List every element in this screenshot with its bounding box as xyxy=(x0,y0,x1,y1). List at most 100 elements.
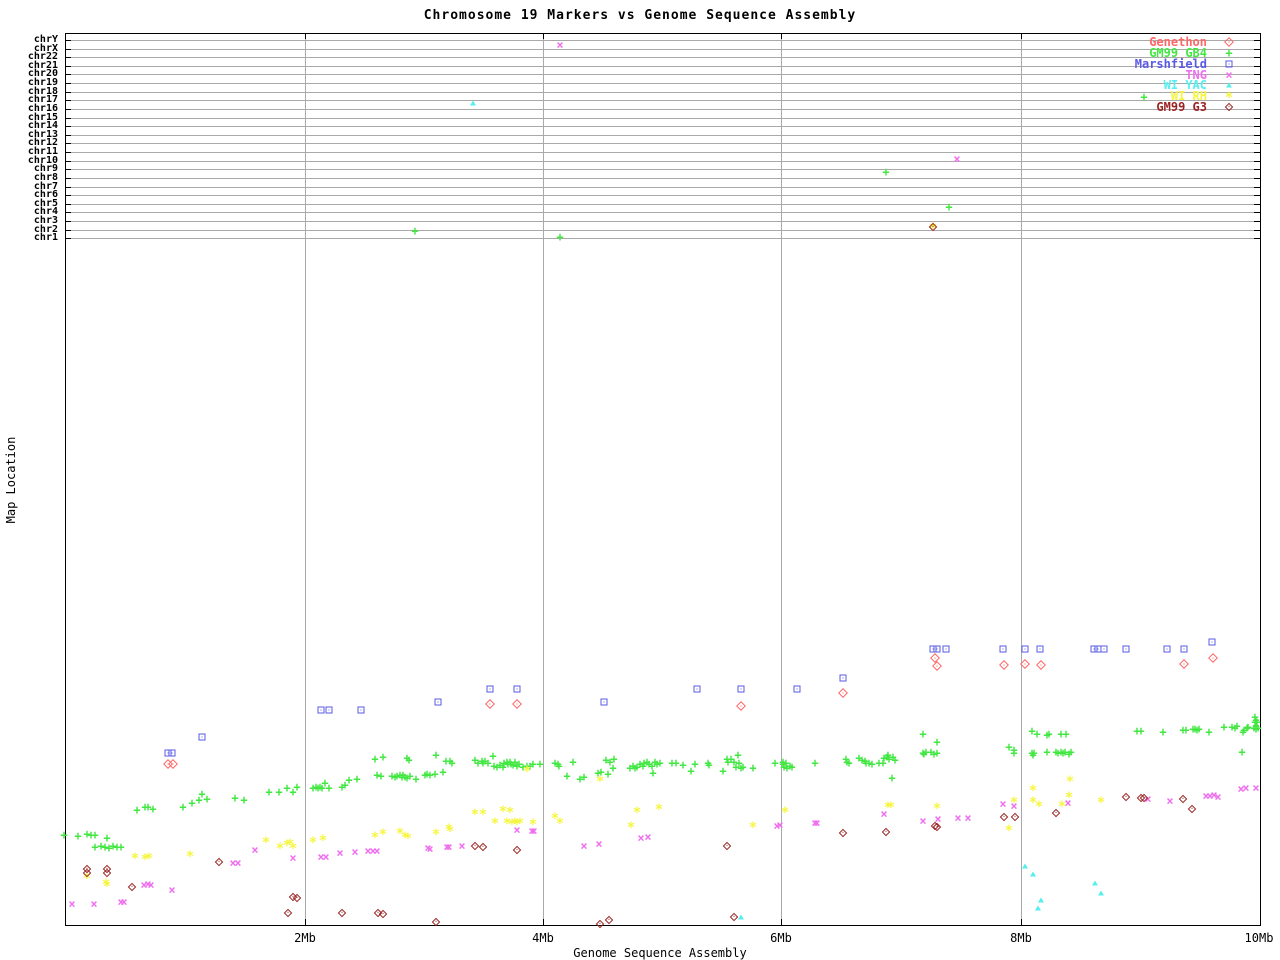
tng-marker: × xyxy=(147,878,155,892)
gm99-gb4-marker: + xyxy=(431,767,439,781)
x-tick-mark-top xyxy=(543,33,544,39)
gm99-gb4-marker: + xyxy=(569,755,577,769)
gm99-gb4-marker: + xyxy=(737,761,745,775)
gm99-gb4-marker: + xyxy=(843,755,851,769)
chromosome-line xyxy=(65,118,1260,119)
marshfield-marker xyxy=(942,645,950,653)
gm99-gb4-marker: + xyxy=(930,747,938,761)
gm99-gb4-marker: + xyxy=(412,772,420,786)
gm99-gb4-marker: + xyxy=(933,746,941,760)
gm99-gb4-marker: + xyxy=(240,793,248,807)
marshfield-marker xyxy=(1163,645,1171,653)
gm99-gb4-marker: + xyxy=(1140,90,1148,104)
gm99-gb4-marker: + xyxy=(489,749,497,763)
gm99-gb4-marker: + xyxy=(1205,725,1213,739)
gm99-gb4-marker: + xyxy=(405,753,413,767)
gm99-gb4-marker: + xyxy=(117,840,125,854)
gm99-gb4-marker: + xyxy=(309,781,317,795)
y-tick-label: chr8 xyxy=(33,172,58,183)
gm99-gb4-marker: + xyxy=(1045,727,1053,741)
marshfield-marker xyxy=(999,645,1007,653)
y-tick-mark-left xyxy=(65,118,71,119)
wi-rh-marker: * xyxy=(400,830,410,847)
gm99-gb4-marker: + xyxy=(636,757,644,771)
gm99-gb4-marker: + xyxy=(594,766,602,780)
wi-rh-marker: * xyxy=(490,816,500,833)
tng-marker: × xyxy=(528,824,536,838)
gm99-gb4-marker: + xyxy=(734,748,742,762)
y-tick-mark-right xyxy=(1254,212,1260,213)
gm99-gb4-marker: + xyxy=(1250,721,1258,735)
tng-marker: × xyxy=(1010,799,1018,813)
gm99-gb4-marker: + xyxy=(883,750,891,764)
tng-marker: × xyxy=(168,883,176,897)
marshfield-marker xyxy=(793,685,801,693)
marshfield-marker xyxy=(357,706,365,714)
x-tick-label: 2Mb xyxy=(294,931,316,945)
gm99-gb4-marker: + xyxy=(371,752,379,766)
marshfield-marker xyxy=(1208,638,1216,646)
wi-rh-marker: * xyxy=(1028,795,1038,812)
wi-rh-marker: * xyxy=(288,841,298,858)
y-tick-mark-left xyxy=(65,169,71,170)
gm99-gb4-marker: + xyxy=(727,752,735,766)
chromosome-line xyxy=(65,187,1260,188)
tng-marker: × xyxy=(229,856,237,870)
wi-rh-marker: * xyxy=(528,817,538,834)
y-tick-label: chr3 xyxy=(33,215,58,226)
gm99-gb4-marker: + xyxy=(1062,727,1070,741)
gm99-gb4-marker: + xyxy=(149,802,157,816)
gm99-gb4-marker: + xyxy=(884,748,892,762)
wi-rh-marker: * xyxy=(626,820,636,837)
y-tick-mark-right xyxy=(1254,92,1260,93)
wi-rh-marker: * xyxy=(1057,799,1067,816)
gm99-gb4-marker: + xyxy=(312,780,320,794)
gm99-gb4-marker: + xyxy=(398,770,406,784)
gm99-gb4-marker: + xyxy=(1189,722,1197,736)
wi-rh-marker: * xyxy=(632,805,642,822)
marshfield-marker xyxy=(839,674,847,682)
gm99-gb4-marker: + xyxy=(653,757,661,771)
y-tick-label: chr16 xyxy=(27,103,58,114)
y-tick-mark-left xyxy=(65,126,71,127)
tng-marker: × xyxy=(1166,794,1174,808)
gm99-gb4-marker: + xyxy=(656,756,664,770)
gm99-gb4-marker: + xyxy=(426,768,434,782)
y-tick-label: chr7 xyxy=(33,181,58,192)
y-tick-mark-right xyxy=(1254,66,1260,67)
gm99-gb4-marker: + xyxy=(188,796,196,810)
gm99-gb4-marker: + xyxy=(421,768,429,782)
gm99-gb4-marker: + xyxy=(179,800,187,814)
tng-marker: × xyxy=(426,842,434,856)
gm99-gb4-marker: + xyxy=(563,769,571,783)
gm99-gb4-marker: + xyxy=(109,839,117,853)
gm99-gb4-marker: + xyxy=(780,760,788,774)
gm99-gb4-marker: + xyxy=(448,756,456,770)
gm99-gb4-marker: + xyxy=(724,755,732,769)
gm99-gb4-marker: + xyxy=(1233,719,1241,733)
y-tick-label: chr22 xyxy=(27,51,58,62)
gm99-gb4-marker: + xyxy=(103,831,111,845)
gm99-gb4-marker: + xyxy=(113,840,121,854)
gm99-gb4-marker: + xyxy=(101,840,109,854)
gm99-gb4-marker: + xyxy=(891,753,899,767)
y-tick-mark-right xyxy=(1254,169,1260,170)
gm99-gb4-marker: + xyxy=(321,776,329,790)
wi-yac-marker xyxy=(1030,871,1036,877)
y-axis-title: Map Location xyxy=(4,436,18,524)
y-tick-mark-right xyxy=(1254,195,1260,196)
gm99-gb4-marker: + xyxy=(1244,720,1252,734)
y-tick-mark-left xyxy=(65,57,71,58)
tng-marker: × xyxy=(322,850,330,864)
chart-title: Chromosome 19 Markers vs Genome Sequence… xyxy=(423,8,857,23)
y-tick-mark-right xyxy=(1254,152,1260,153)
wi-rh-marker: * xyxy=(378,827,388,844)
gm99-gb4-marker: + xyxy=(723,752,731,766)
gm99-gb4-marker: + xyxy=(1059,746,1067,760)
gm99-gb4-marker: + xyxy=(779,755,787,769)
tng-marker: × xyxy=(964,811,972,825)
gm99-gb4-marker: + xyxy=(645,757,653,771)
gm99-gb4-marker: + xyxy=(511,755,519,769)
plot-frame xyxy=(65,33,1261,926)
gm99-gb4-marker: + xyxy=(403,771,411,785)
